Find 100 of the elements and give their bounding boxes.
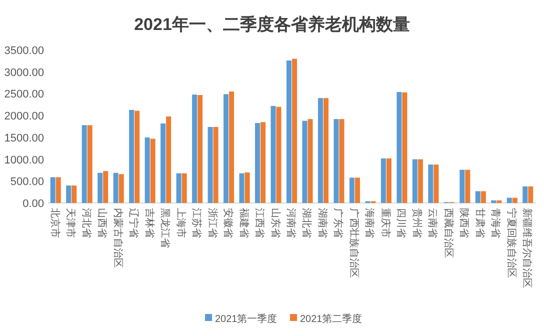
x-tick-label: 安徽省 [222, 208, 234, 238]
bar [182, 173, 187, 203]
bar [491, 200, 496, 203]
y-tick-label: 1000.00 [4, 154, 44, 166]
x-tick-label: 新疆维吾尔自治区 [521, 208, 534, 288]
bar [224, 94, 229, 203]
bar [239, 173, 244, 203]
bar [166, 116, 172, 203]
y-tick-label: 500.00 [10, 176, 44, 188]
y-tick-label: 2500.00 [4, 88, 44, 101]
x-tick-label: 黑龙江省 [159, 208, 172, 248]
bar [480, 191, 486, 203]
bar [270, 106, 276, 203]
bar [98, 172, 103, 203]
x-tick-label: 海南省 [364, 208, 376, 238]
bar [412, 159, 418, 203]
bar [428, 164, 434, 203]
bar [198, 95, 203, 203]
bar [213, 126, 218, 203]
bar [354, 178, 360, 203]
bar [323, 98, 328, 203]
x-tick-label: 河北省 [80, 208, 92, 238]
x-tick-label: 江苏省 [190, 208, 203, 238]
x-tick-label: 湖南省 [316, 208, 328, 238]
y-tick-label: 3500.00 [4, 45, 44, 57]
bar [113, 172, 118, 203]
y-tick-label: 1500.00 [4, 132, 44, 144]
bar [334, 119, 339, 203]
x-tick-label: 辽宁省 [128, 208, 140, 238]
bar [87, 125, 92, 203]
x-tick-label: 上海市 [174, 208, 187, 238]
x-tick-label: 陕西省 [458, 208, 470, 238]
bar [339, 119, 344, 203]
bar [255, 123, 260, 203]
x-tick-label: 广西壮族自治区 [348, 208, 360, 278]
bar [50, 177, 56, 203]
bar [418, 159, 423, 203]
bar [380, 158, 386, 203]
bar [396, 92, 402, 203]
x-tick-label: 江西省 [254, 208, 266, 238]
y-tick-label: 2000.00 [4, 110, 44, 123]
x-tick-label: 天津市 [64, 208, 77, 238]
x-tick-label: 吉林省 [143, 208, 156, 238]
y-tick-label: 0.00 [22, 198, 44, 210]
x-tick-label: 北京市 [48, 208, 61, 238]
x-tick-label: 广东省 [332, 208, 344, 238]
x-tick-label: 山东省 [269, 208, 282, 238]
bar [229, 92, 234, 203]
bar [260, 122, 266, 203]
legend-label: 2021第一季度 [215, 313, 278, 325]
bar [208, 126, 213, 203]
bar [276, 106, 282, 203]
bar [103, 171, 108, 203]
bar [402, 92, 408, 203]
x-tick-label: 湖北省 [300, 208, 313, 238]
bar [386, 158, 392, 203]
bar [150, 138, 156, 203]
x-tick-label: 浙江省 [206, 208, 218, 238]
bar [66, 186, 72, 203]
bar [292, 58, 298, 203]
x-tick-label: 重庆市 [379, 208, 392, 238]
bar [129, 110, 134, 203]
bar [506, 198, 512, 203]
bar [349, 178, 354, 203]
x-tick-label: 四川省 [395, 208, 408, 238]
bar [176, 173, 182, 203]
bar [460, 170, 465, 203]
bar [134, 110, 140, 203]
y-tick-label: 3000.00 [4, 66, 44, 79]
bar [512, 198, 518, 203]
bar [144, 137, 150, 203]
bar [496, 200, 502, 203]
bar [244, 172, 250, 203]
x-tick-label: 山西省 [96, 208, 108, 238]
x-tick-label: 甘肃省 [474, 208, 486, 238]
x-tick-label: 福建省 [238, 208, 250, 238]
bar [56, 177, 61, 203]
x-tick-label: 宁夏回族自治区 [505, 208, 518, 278]
bar [522, 186, 528, 203]
bar [318, 98, 323, 203]
x-tick-label: 青海省 [490, 208, 502, 238]
chart-title: 2021年一、二季度各省养老机构数量 [134, 15, 410, 34]
x-tick-label: 云南省 [426, 208, 439, 238]
bar [475, 191, 480, 203]
x-tick-label: 内蒙古自治区 [112, 208, 124, 268]
bar [308, 119, 313, 203]
bar [82, 125, 87, 203]
bar [286, 60, 292, 203]
bar [160, 123, 166, 203]
x-tick-label: 河南省 [285, 208, 297, 238]
x-tick-label: 贵州省 [410, 208, 423, 238]
bar [465, 170, 470, 203]
bar [72, 186, 77, 203]
bar [434, 164, 439, 203]
bar [118, 174, 124, 203]
x-tick-label: 西藏自治区 [442, 208, 454, 258]
bar [192, 94, 198, 203]
legend-label: 2021第二季度 [300, 313, 362, 325]
bar [302, 120, 308, 203]
bar [528, 186, 534, 203]
